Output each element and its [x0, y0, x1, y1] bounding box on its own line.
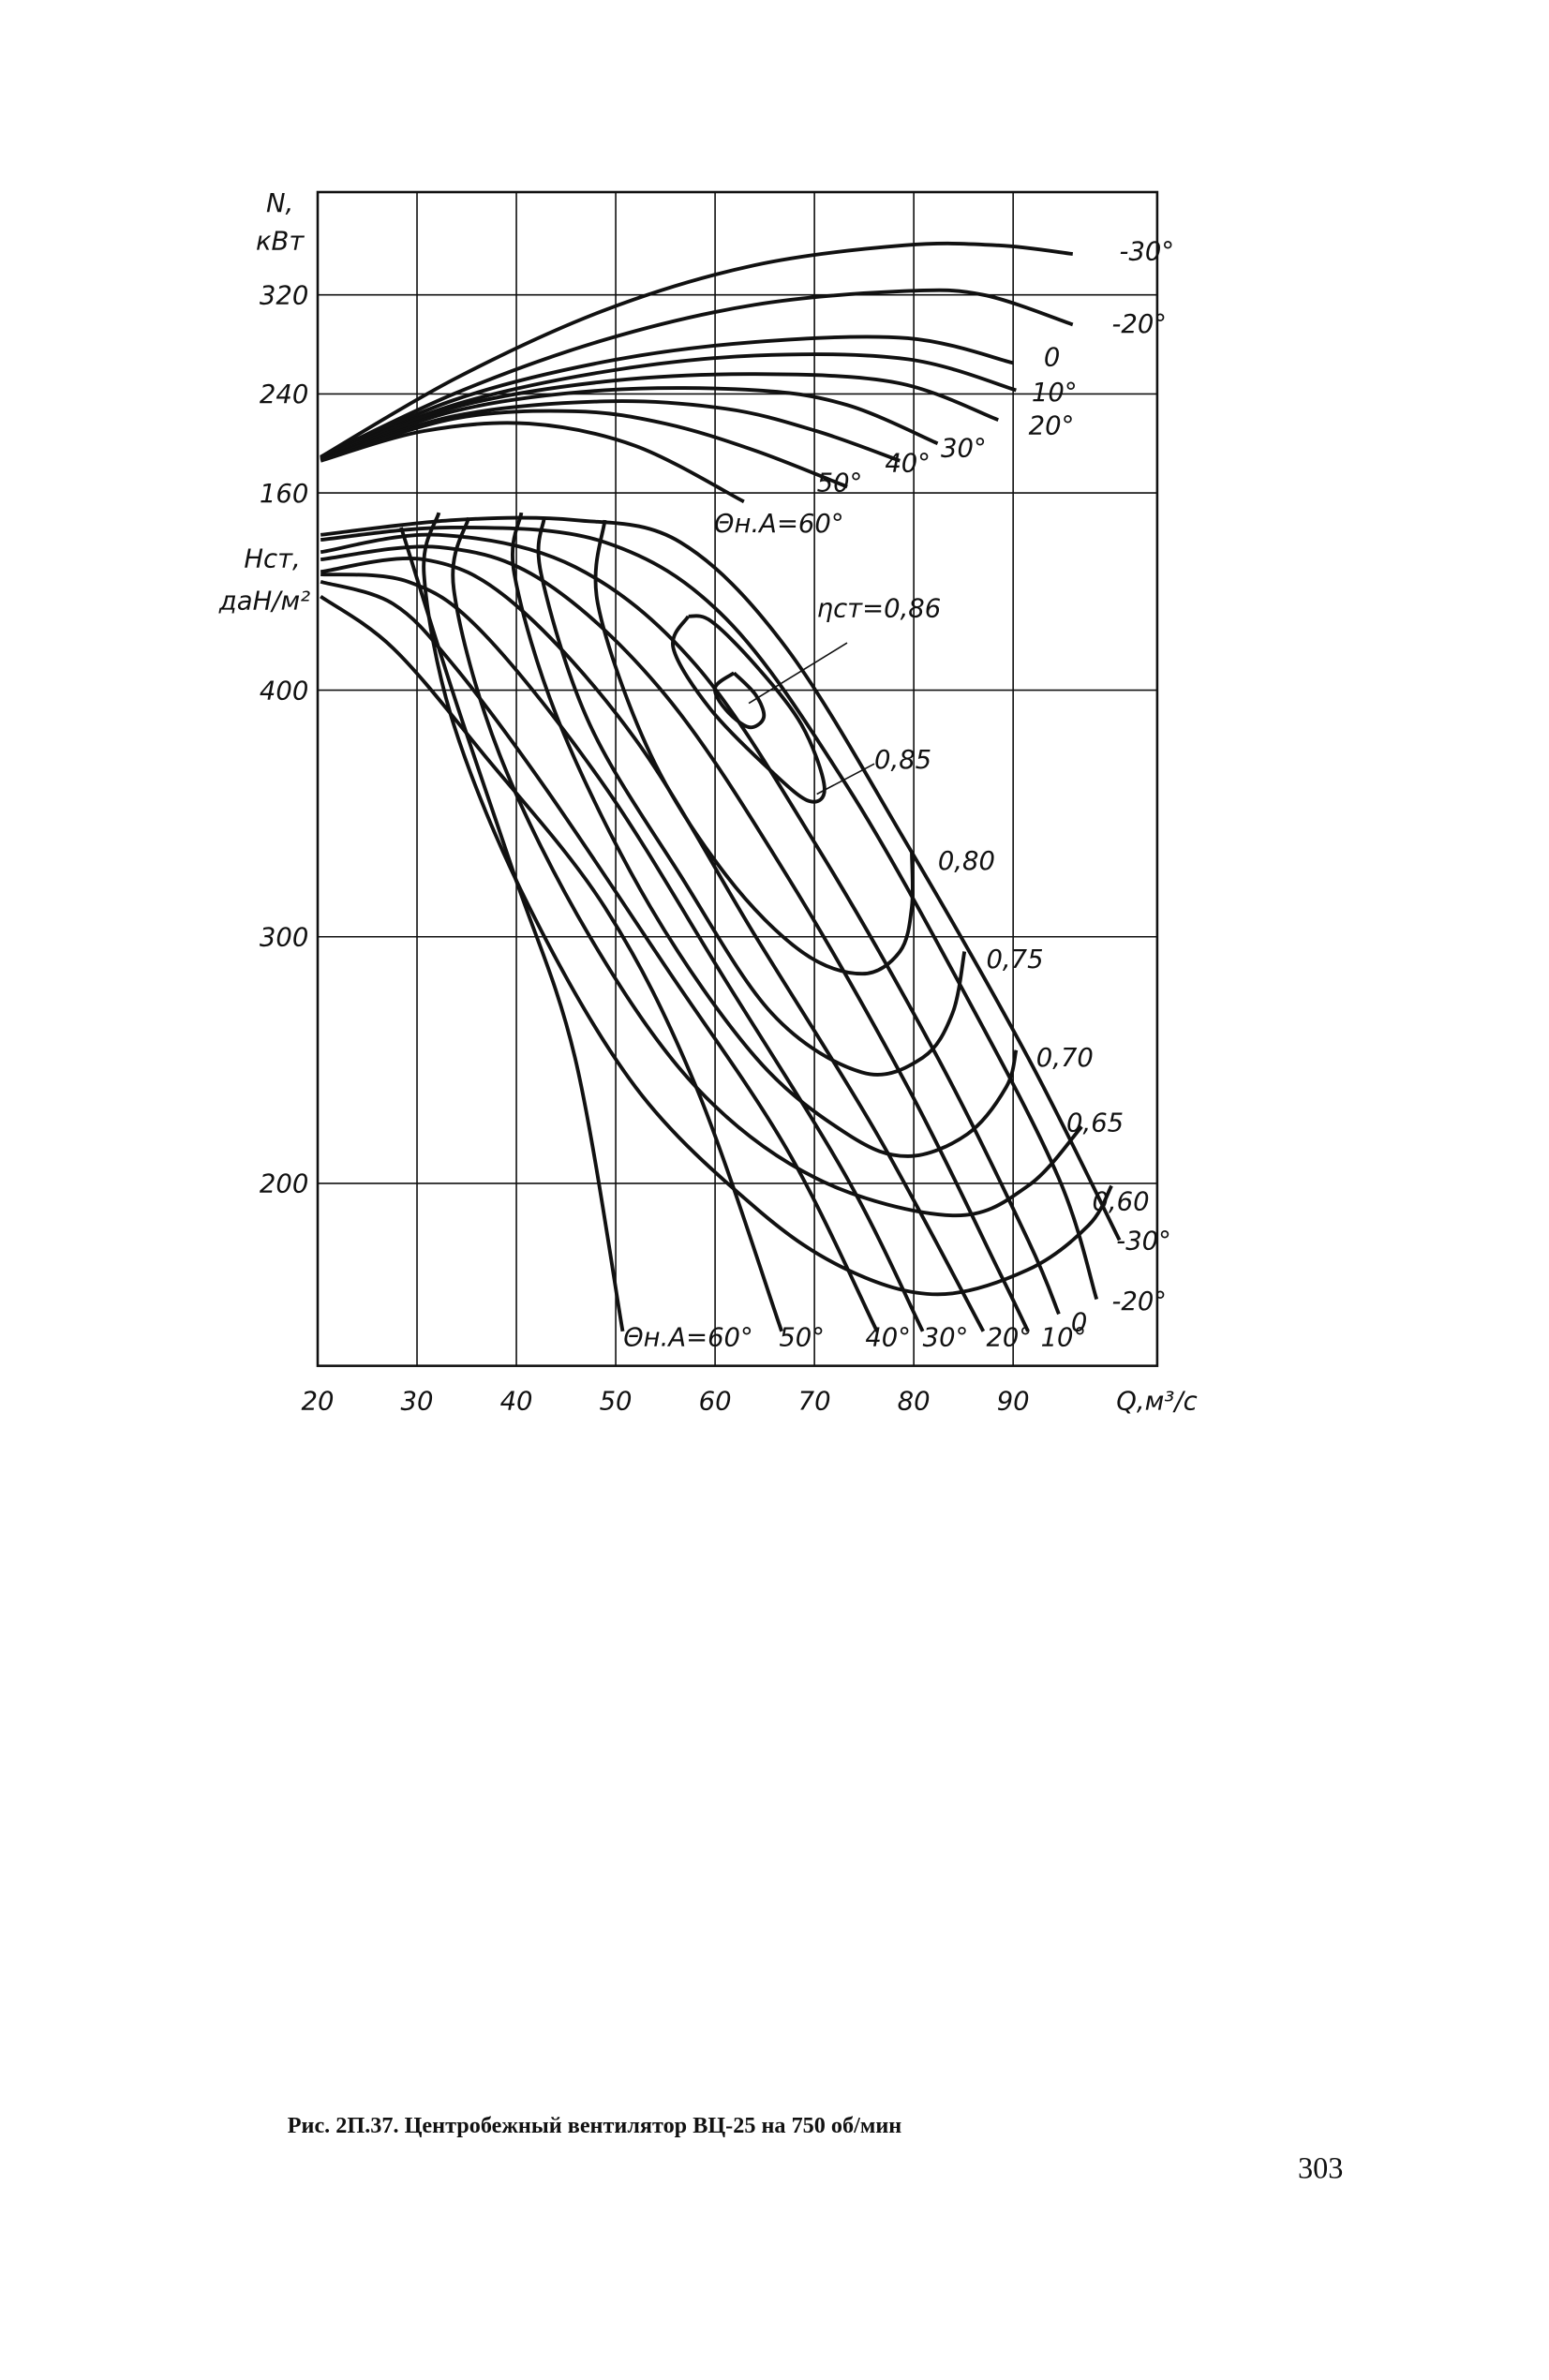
series-label: 20°	[1029, 411, 1075, 440]
leader-line	[748, 642, 848, 705]
series-label: 0,80	[938, 847, 995, 876]
curve	[593, 519, 915, 976]
curve	[422, 512, 1113, 1297]
curve	[320, 352, 1017, 460]
series-label: -20°	[1111, 310, 1167, 339]
curve	[320, 288, 1074, 459]
series-label: -30°	[1116, 1227, 1171, 1256]
x-tick-label: 70	[798, 1387, 831, 1416]
series-label: 0	[1071, 1309, 1087, 1338]
series-label: -20°	[1111, 1287, 1167, 1316]
series-label: ηст=0,86	[817, 595, 942, 624]
curve	[320, 515, 1122, 1242]
curve	[320, 386, 939, 462]
series-label: 0,70	[1036, 1044, 1094, 1073]
y-tick-label: 200	[260, 1170, 308, 1199]
series-label: 0,60	[1092, 1187, 1149, 1216]
curve	[320, 595, 783, 1332]
y-title: даН/м²	[218, 588, 310, 617]
series-label: 0,65	[1066, 1108, 1124, 1138]
y-tick-label: 400	[260, 677, 308, 706]
curve	[320, 544, 1030, 1332]
series-label: -30°	[1120, 238, 1175, 267]
series-label: 30°	[941, 434, 987, 463]
y2-title: N,	[266, 189, 293, 218]
curve	[536, 517, 967, 1077]
series-label: 0	[1044, 344, 1060, 373]
series-label: 10°	[1032, 379, 1078, 408]
x-tick-label: 30	[401, 1387, 434, 1416]
curve	[320, 399, 901, 463]
series-label: Θн.А=60°	[714, 510, 844, 539]
curve	[451, 516, 1083, 1218]
page-number: 303	[1298, 2150, 1343, 2184]
y-tick-label: 300	[260, 923, 308, 952]
series-label: 20°	[986, 1324, 1032, 1353]
x-tick-label: 80	[898, 1387, 931, 1416]
series-label: 40°	[885, 450, 931, 479]
series-label: 40°	[865, 1324, 911, 1353]
curve	[671, 614, 827, 804]
x-tick-label: 40	[500, 1387, 533, 1416]
curve	[320, 421, 745, 504]
series-label: 0,85	[874, 746, 931, 775]
curve	[320, 409, 848, 489]
x-tick-label: 50	[600, 1387, 633, 1416]
curve	[511, 512, 1019, 1158]
series-label: Θн.А=60°	[623, 1324, 753, 1353]
x-tick-label: 90	[997, 1387, 1030, 1416]
x-tick-label: 60	[699, 1387, 732, 1416]
curve	[320, 372, 999, 460]
x-tick-label: 20	[302, 1387, 335, 1416]
series-label: 10°	[1041, 1324, 1087, 1353]
curve	[320, 579, 879, 1332]
series-label: 50°	[817, 469, 863, 498]
series-label: 50°	[779, 1324, 825, 1353]
y2-tick-label: 160	[260, 480, 308, 509]
y-title: Нст,	[244, 544, 300, 573]
y2-title: кВт	[256, 227, 305, 256]
curve	[320, 525, 1099, 1301]
y2-tick-label: 320	[260, 281, 308, 310]
series-label: 30°	[923, 1324, 969, 1353]
y2-tick-label: 240	[260, 380, 308, 409]
x-title: Q,м³/с	[1116, 1387, 1197, 1416]
curve	[320, 241, 1074, 459]
series-label: 0,75	[986, 945, 1043, 974]
curve	[320, 335, 1014, 460]
caption: Рис. 2П.37. Центробежный вентилятор ВЦ-2…	[288, 2113, 902, 2138]
curve	[713, 671, 767, 730]
